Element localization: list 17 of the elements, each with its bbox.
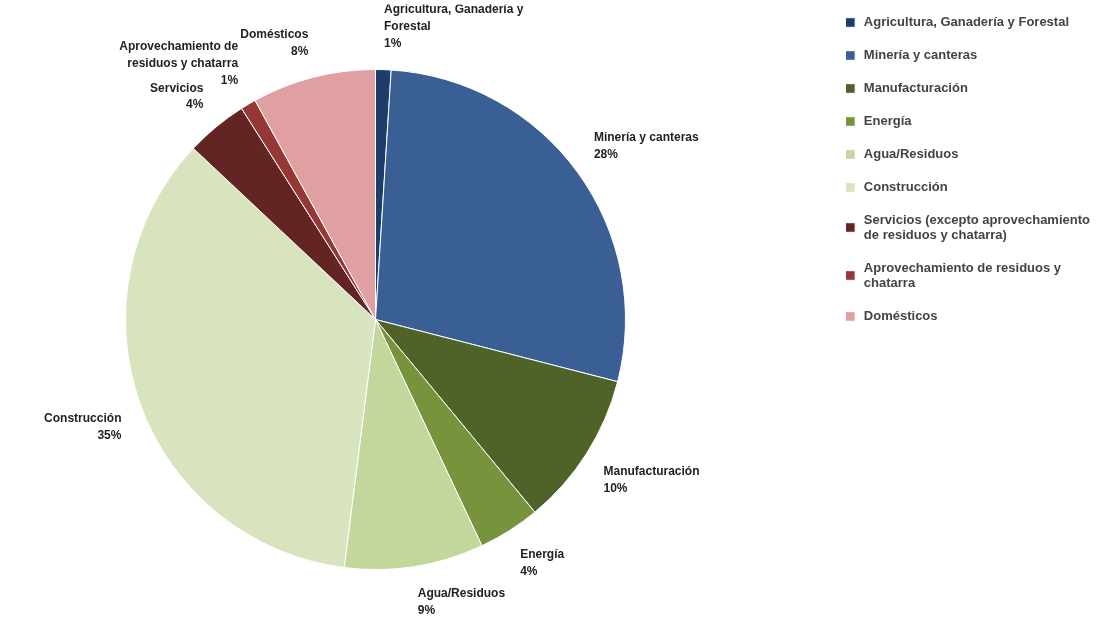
legend-label: Agricultura, Ganadería y Forestal: [863, 14, 1070, 29]
data-label: Domésticos 8%: [240, 27, 309, 58]
legend-label: Minería y canteras: [863, 47, 978, 62]
legend-label: Agua/Residuos: [863, 146, 959, 161]
legend-label: Aprovechamiento de residuos y chatarra: [863, 260, 1062, 290]
legend-label: Energía: [863, 113, 912, 128]
data-label: Servicios 4%: [150, 80, 204, 112]
legend-label: Manufacturación: [863, 80, 968, 95]
data-label: Construcción 35%: [44, 410, 122, 442]
data-label: Minería y canteras 28%: [593, 130, 699, 161]
legend-label: Domésticos: [863, 308, 938, 323]
legend-label: Servicios (excepto aprovechamiento de residuos y chatarra): [863, 212, 1090, 242]
data-label: Manufacturación 10%: [603, 464, 700, 495]
legend-label: Construcción: [863, 179, 948, 194]
data-label: Energía 4%: [520, 547, 565, 579]
data-label: Agricultura, Ganadería y Forestal 1%: [383, 2, 524, 50]
data-label: Agua/Residuos 9%: [417, 586, 506, 617]
